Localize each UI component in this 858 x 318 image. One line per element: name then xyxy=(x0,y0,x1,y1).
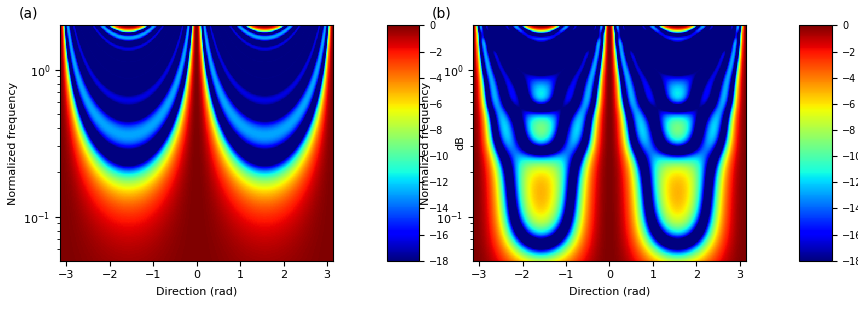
Y-axis label: Normalized frequency: Normalized frequency xyxy=(420,81,431,205)
Text: (a): (a) xyxy=(19,7,39,21)
X-axis label: Direction (rad): Direction (rad) xyxy=(156,286,237,296)
Y-axis label: dB: dB xyxy=(456,136,465,150)
Y-axis label: Normalized frequency: Normalized frequency xyxy=(8,81,18,205)
Text: (b): (b) xyxy=(432,7,451,21)
X-axis label: Direction (rad): Direction (rad) xyxy=(569,286,650,296)
